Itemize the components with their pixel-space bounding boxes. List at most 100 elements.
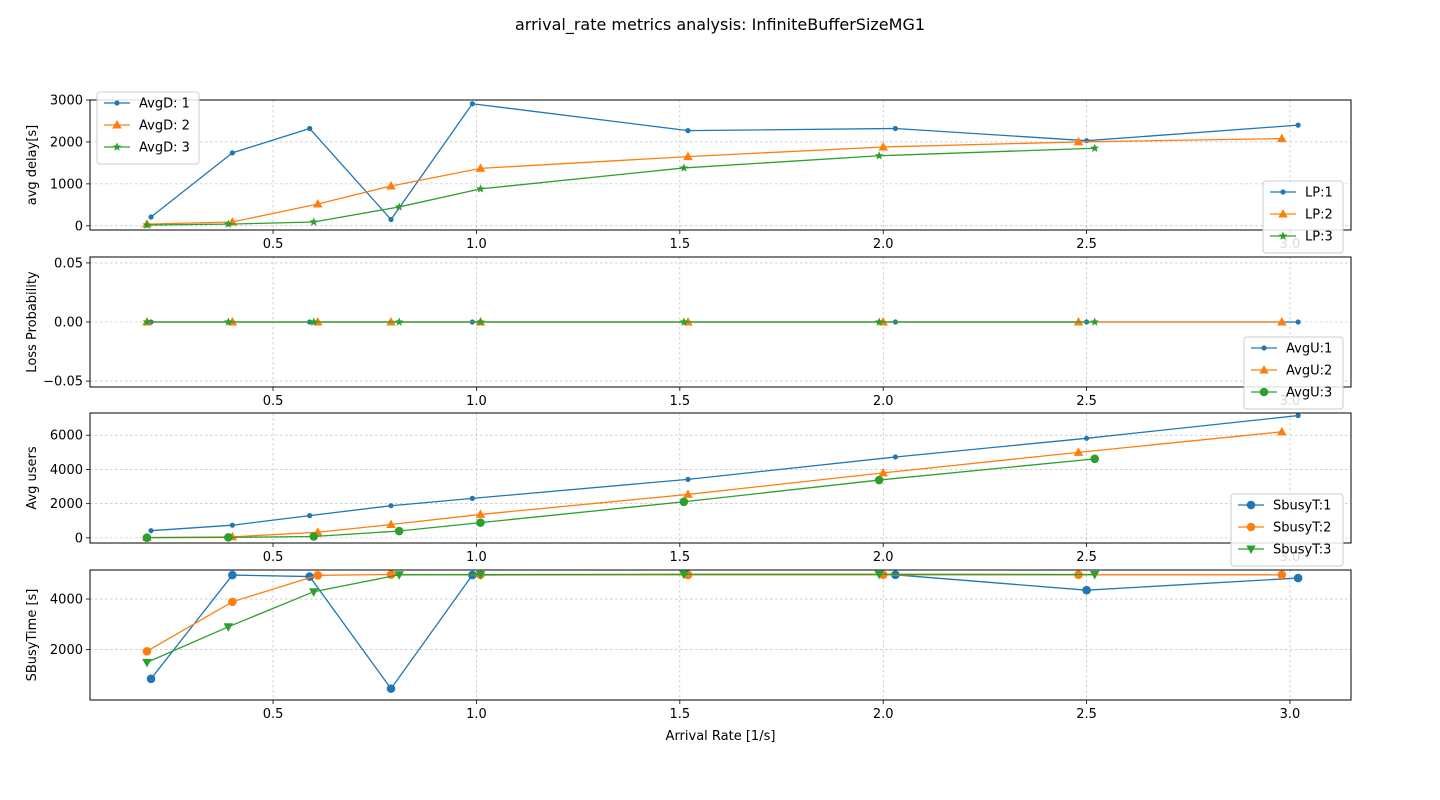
legend-marker [112, 120, 122, 129]
legend-marker [1246, 545, 1256, 554]
data-point [307, 513, 313, 519]
data-point [228, 597, 237, 607]
data-point [1295, 412, 1301, 419]
x-tick-label: 2.0 [873, 550, 894, 565]
data-point [1073, 136, 1084, 146]
data-point [142, 658, 152, 668]
legend-label: LP:2 [1305, 208, 1333, 223]
data-point [394, 317, 404, 326]
data-point [388, 503, 394, 509]
y-tick-label: 1000 [50, 177, 83, 192]
data-point [1073, 447, 1084, 456]
x-tick-label: 1.0 [466, 707, 487, 722]
x-tick-label: 1.5 [669, 707, 690, 722]
data-point [685, 476, 691, 482]
legend-entry: AvgU:1 [1251, 342, 1332, 357]
data-point [146, 674, 156, 684]
y-tick-label: 4000 [50, 463, 83, 478]
x-tick-label: 1.5 [669, 237, 690, 252]
legend-4: SbusyT:1 SbusyT:2 SbusyT:3 [1230, 493, 1344, 567]
data-point [475, 163, 486, 172]
legend-2: LP:1 LP:2 LP:3 [1262, 180, 1344, 254]
data-point [142, 220, 152, 229]
data-point [394, 202, 404, 211]
data-point [679, 317, 689, 326]
axes-frame [89, 99, 1352, 231]
x-tick-label: 2.0 [873, 394, 894, 409]
data-point [1295, 319, 1301, 325]
y-tick-label: 2000 [50, 497, 83, 512]
legend-marker [114, 100, 120, 106]
data-point [386, 519, 396, 529]
y-axis-label: SBusyTime [s] [25, 589, 40, 682]
x-tick-label: 2.5 [1076, 394, 1097, 409]
legend-entry: AvgU:2 [1251, 364, 1332, 379]
data-point [394, 526, 404, 536]
y-tick-label: 0 [75, 219, 83, 234]
x-tick-label: 1.5 [669, 550, 690, 565]
data-point [1295, 122, 1301, 128]
data-point [874, 317, 884, 326]
x-tick-label: 1.0 [466, 550, 487, 565]
legend-marker [1259, 387, 1269, 397]
subplots: 0.5 1.0 1.5 2.0 2.5 3.0 0 1000 2000 3000 avg delay… [25, 91, 1352, 744]
x-tick-label: 2.0 [873, 237, 894, 252]
plot-area [90, 413, 1351, 543]
legend-box [1230, 493, 1344, 567]
series-3 [142, 143, 1100, 229]
data-point [679, 497, 689, 507]
data-point [228, 570, 237, 580]
y-axis-label: Loss Probability [25, 271, 40, 373]
data-point [679, 570, 689, 580]
legend-1: AvgD: 1 AvgD: 2 AvgD: 3 [96, 91, 200, 165]
data-point [475, 509, 486, 518]
x-tick-label: 3.0 [1280, 707, 1301, 722]
legend-entry: LP:1 [1270, 186, 1333, 201]
data-point [1082, 585, 1091, 595]
x-tick-label: 1.0 [466, 394, 487, 409]
y-tick-label: −0.05 [43, 375, 83, 390]
data-point [476, 317, 485, 326]
y-tick-label: 6000 [50, 429, 83, 444]
data-point [386, 317, 396, 326]
data-point [142, 646, 152, 656]
legend-marker [112, 142, 122, 151]
series-line [146, 147, 1095, 226]
data-point [1293, 573, 1303, 583]
data-point [386, 684, 396, 693]
legend-marker [1246, 522, 1256, 532]
data-point [1090, 143, 1100, 152]
data-point [142, 533, 152, 542]
legend-label: AvgU:3 [1286, 386, 1332, 401]
legend-3: AvgU:1 AvgU:2 AvgU:3 [1243, 336, 1344, 410]
series-1 [148, 101, 1301, 223]
data-point [679, 163, 689, 172]
data-point [874, 475, 884, 485]
legend-entry: SbusyT:3 [1238, 543, 1331, 558]
data-point [309, 317, 319, 326]
legend-label: SbusyT:2 [1273, 521, 1331, 536]
legend-label: AvgU:2 [1286, 364, 1332, 379]
data-point [892, 125, 899, 132]
series-2 [142, 133, 1287, 228]
series-line [146, 458, 1095, 539]
data-point [1089, 571, 1100, 580]
data-point [878, 141, 888, 151]
plot-area [90, 570, 1351, 700]
axes-frame [89, 569, 1352, 701]
x-tick-label: 0.5 [263, 394, 284, 409]
data-point [1073, 317, 1084, 326]
data-point [388, 216, 394, 223]
data-point [223, 317, 233, 326]
data-point [148, 528, 154, 534]
legend-entry: SbusyT:2 [1238, 521, 1331, 536]
y-tick-label: 0 [75, 531, 83, 546]
plot-area [90, 100, 1351, 230]
legend-marker [1280, 189, 1286, 195]
y-axis-label: Avg users [25, 446, 40, 510]
data-point [307, 125, 313, 132]
legend-label: LP:1 [1305, 186, 1333, 201]
data-point [1277, 133, 1287, 143]
data-point [1083, 435, 1090, 441]
